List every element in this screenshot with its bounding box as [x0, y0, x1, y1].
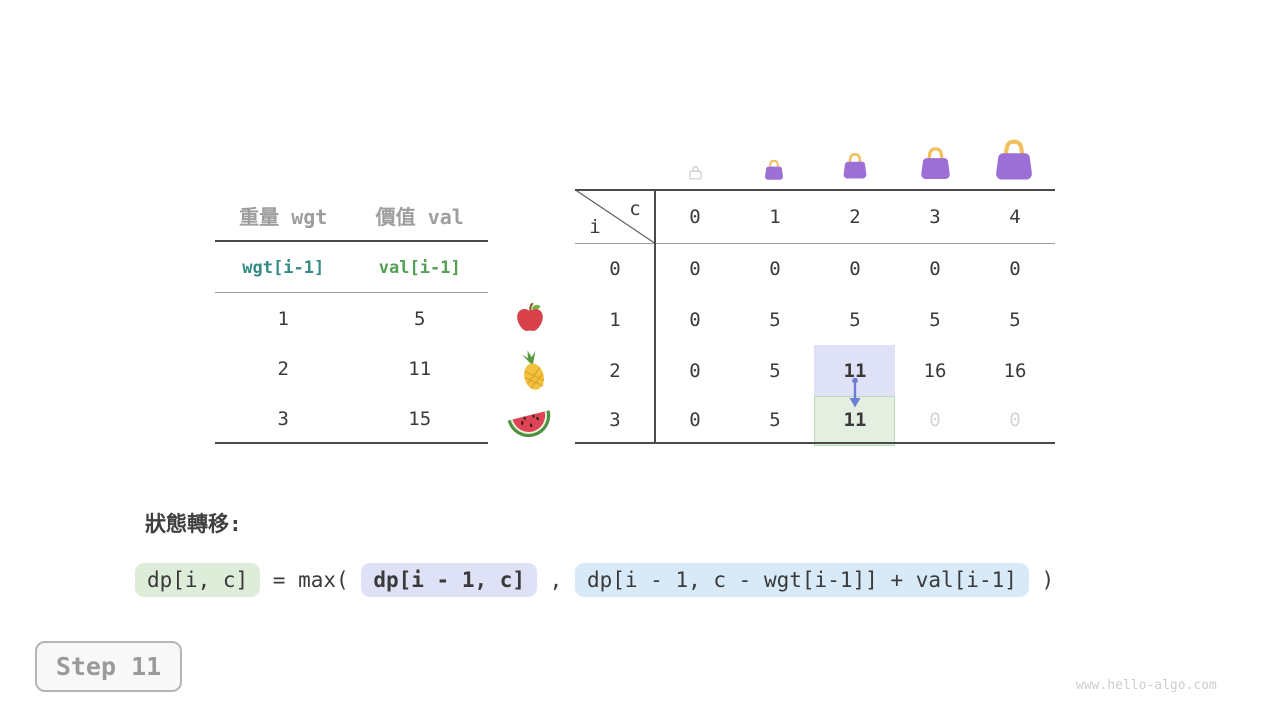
bag-icon: [919, 147, 952, 181]
formula-comma: ,: [537, 568, 575, 592]
empty-bag-icon: [689, 165, 702, 180]
dp-cell: 0: [689, 359, 701, 382]
dp-cell: 5: [1009, 308, 1021, 331]
watermark: www.hello-algo.com: [1076, 678, 1217, 693]
arrow-down-icon: [849, 377, 861, 408]
items-row: 2 11: [215, 344, 488, 394]
dp-cell: 5: [849, 308, 861, 331]
dp-cell: 0: [689, 408, 701, 431]
formula-option-take: dp[i - 1, c - wgt[i-1]] + val[i-1]: [574, 563, 1029, 597]
dp-row: 3 0 5 11 0 0: [575, 396, 1055, 443]
pineapple-icon: [521, 350, 545, 390]
dp-row: 2 0 5 11 16 16: [575, 345, 1055, 396]
corner-label-i: i: [589, 216, 601, 238]
dp-cell-pending: 0: [929, 408, 941, 431]
item-value: 5: [414, 308, 426, 330]
apple-icon: [517, 302, 543, 331]
dp-row-label: 0: [609, 258, 621, 280]
dp-cell: 5: [769, 359, 781, 382]
formula-close-paren: ): [1028, 568, 1055, 592]
dp-cell: 5: [769, 408, 781, 431]
dp-cell: 0: [689, 308, 701, 331]
dp-row-label: 3: [609, 408, 621, 431]
dp-row: 1 0 5 5 5 5: [575, 294, 1055, 345]
item-value: 15: [408, 408, 432, 430]
bag-icon: [992, 138, 1036, 182]
bag-icon: [764, 159, 784, 181]
transition-formula: dp[i, c] = max( dp[i - 1, c] , dp[i - 1,…: [135, 561, 1054, 599]
items-table-header: 重量 wgt 價值 val: [215, 190, 488, 240]
items-row: 1 5: [215, 294, 488, 344]
items-divider-mid: [215, 292, 488, 293]
dp-cell-target: 11: [843, 408, 867, 431]
corner-diagonal-line: [575, 190, 655, 244]
dp-border-top: [575, 189, 1055, 191]
step-badge: Step 11: [35, 641, 182, 692]
corner-label-c: c: [629, 198, 641, 220]
dp-cell-pending: 0: [1009, 408, 1021, 431]
dp-row: 0 0 0 0 0 0: [575, 244, 1055, 294]
dp-cell: 0: [929, 258, 941, 280]
dp-col-header: 3: [929, 206, 941, 228]
formula-take-val: val[i-1]: [915, 568, 1017, 592]
dp-cell: 16: [1003, 359, 1027, 382]
dp-cell: 0: [769, 258, 781, 280]
dp-row-label: 1: [609, 308, 621, 331]
items-val-index: val[i-1]: [378, 257, 461, 278]
items-col-weight: 重量 wgt: [239, 204, 328, 229]
items-row: 3 15: [215, 394, 488, 444]
dp-cell: 5: [769, 308, 781, 331]
items-wgt-index: wgt[i-1]: [242, 257, 325, 278]
dp-vertical-divider: [654, 190, 656, 443]
item-weight: 1: [277, 308, 289, 330]
step-badge-label: Step 11: [55, 652, 162, 681]
transition-label: 狀態轉移:: [145, 512, 242, 536]
items-divider-bottom: [215, 442, 488, 444]
dp-border-bottom: [575, 442, 1055, 444]
dp-cell: 5: [929, 308, 941, 331]
formula-take-bracket: ]: [865, 568, 878, 592]
dp-cell-source: 11: [843, 359, 867, 382]
watermelon-icon: [507, 410, 551, 438]
dp-cell: 16: [923, 359, 947, 382]
dp-row-label: 2: [609, 359, 621, 382]
bag-icon: [842, 153, 868, 180]
dp-header-row: 0 1 2 3 4: [575, 191, 1055, 243]
formula-lhs: dp[i, c]: [135, 563, 261, 597]
items-divider-top: [215, 240, 488, 242]
item-value: 11: [408, 358, 432, 380]
formula-take-wgt: wgt[i-1]: [763, 568, 866, 592]
formula-option-keep: dp[i - 1, c]: [361, 563, 538, 597]
dp-col-header: 2: [849, 206, 861, 228]
item-weight: 3: [277, 408, 289, 430]
formula-take-plus: +: [877, 568, 916, 592]
formula-take-prefix: dp[i - 1, c -: [586, 568, 764, 592]
items-index-row: wgt[i-1] val[i-1]: [215, 243, 488, 292]
dp-cell: 0: [689, 258, 701, 280]
dp-cell: 0: [1009, 258, 1021, 280]
dp-cell: 0: [849, 258, 861, 280]
dp-col-header: 0: [689, 206, 701, 228]
dp-header-divider: [575, 243, 1055, 244]
items-col-value: 價值 val: [375, 204, 464, 229]
item-weight: 2: [277, 358, 289, 380]
formula-equals-max: = max(: [260, 568, 362, 592]
dp-col-header: 1: [769, 206, 781, 228]
dp-col-header: 4: [1009, 206, 1021, 228]
